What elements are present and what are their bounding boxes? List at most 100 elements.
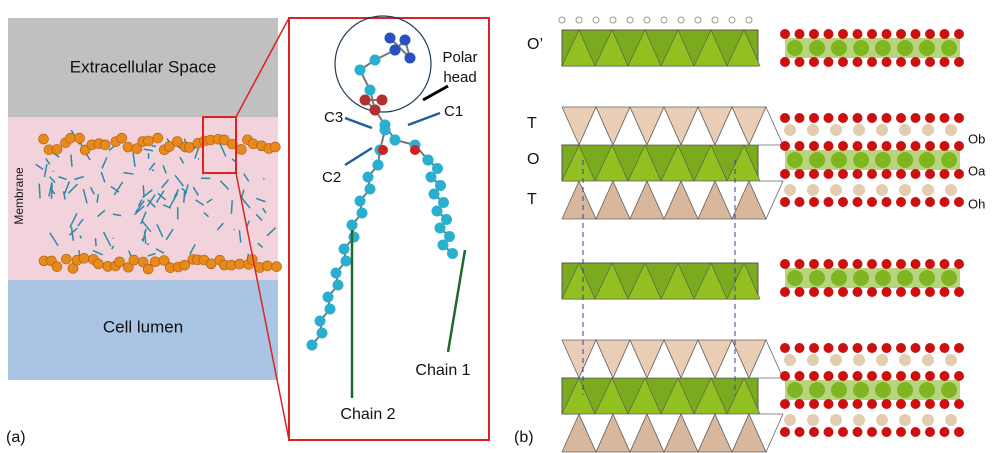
atom: [925, 399, 935, 409]
atom: [922, 354, 934, 366]
atom: [867, 57, 877, 67]
atom: [807, 354, 819, 366]
atom: [784, 184, 796, 196]
atom: [838, 343, 848, 353]
atom: [824, 343, 834, 353]
atom: [365, 184, 376, 195]
atom: [782, 71, 788, 77]
atom: [838, 427, 848, 437]
atom: [831, 270, 847, 286]
atom: [838, 169, 848, 179]
lipid-head: [52, 144, 62, 154]
atom: [809, 152, 825, 168]
lipid-head: [236, 144, 246, 154]
atom: [331, 268, 342, 279]
atom: [897, 270, 913, 286]
atom: [882, 427, 892, 437]
atom: [853, 169, 863, 179]
atom: [795, 113, 805, 123]
atom: [365, 85, 376, 96]
lipid-head: [262, 261, 272, 271]
atom: [927, 71, 933, 77]
atom: [809, 371, 819, 381]
atom: [795, 399, 805, 409]
atom: [809, 57, 819, 67]
layer-label: O: [527, 151, 539, 168]
region-label: Membrane: [12, 167, 26, 225]
atom: [840, 71, 846, 77]
atom: [780, 141, 790, 151]
atom: [787, 152, 803, 168]
atom: [956, 249, 962, 255]
atom: [922, 184, 934, 196]
lipid-head: [150, 257, 160, 267]
lipid-tail: [95, 238, 96, 246]
atom: [896, 259, 906, 269]
atom: [831, 152, 847, 168]
atom: [780, 287, 790, 297]
atom: [795, 343, 805, 353]
atom: [824, 427, 834, 437]
atom: [780, 259, 790, 269]
atom: [405, 53, 416, 64]
atom: [787, 270, 803, 286]
atom: [341, 256, 352, 267]
atom: [897, 40, 913, 56]
atom-label: Ob: [968, 131, 985, 146]
atom-label: Oh: [968, 196, 985, 211]
lipid-tail: [143, 185, 144, 197]
atom: [824, 113, 834, 123]
atom: [809, 287, 819, 297]
atom: [898, 71, 904, 77]
atom: [867, 141, 877, 151]
atom: [896, 29, 906, 39]
atom: [919, 270, 935, 286]
atom: [896, 343, 906, 353]
atom: [855, 71, 861, 77]
atom: [896, 427, 906, 437]
atom: [882, 57, 892, 67]
atom: [410, 145, 420, 155]
atom: [824, 29, 834, 39]
atom: [940, 343, 950, 353]
atom: [911, 169, 921, 179]
atom: [795, 141, 805, 151]
atom: [831, 382, 847, 398]
atom: [797, 249, 803, 255]
atom: [853, 184, 865, 196]
lipid-head: [79, 253, 89, 263]
hydrogen: [678, 17, 684, 23]
atom: [954, 29, 964, 39]
atom: [954, 427, 964, 437]
atom: [940, 399, 950, 409]
atom: [377, 95, 388, 106]
atom: [360, 95, 371, 106]
atom: [875, 382, 891, 398]
atom: [400, 35, 411, 46]
atom: [956, 19, 962, 25]
atom: [882, 399, 892, 409]
atom: [911, 197, 921, 207]
hydrogen: [644, 17, 650, 23]
atom: [784, 414, 796, 426]
atom: [855, 19, 861, 25]
atom: [347, 220, 358, 231]
atom: [809, 169, 819, 179]
atom: [869, 249, 875, 255]
atom: [897, 382, 913, 398]
atom: [826, 301, 832, 307]
atom-label: Oa: [968, 163, 986, 178]
lipid-head: [61, 254, 71, 264]
atom: [882, 29, 892, 39]
lipid-head: [66, 133, 76, 143]
atom: [954, 259, 964, 269]
atom: [795, 287, 805, 297]
atom: [809, 40, 825, 56]
atom: [855, 249, 861, 255]
atom: [922, 414, 934, 426]
atom: [896, 169, 906, 179]
atom: [840, 19, 846, 25]
hydrogen: [610, 17, 616, 23]
atom: [954, 197, 964, 207]
atom: [913, 19, 919, 25]
